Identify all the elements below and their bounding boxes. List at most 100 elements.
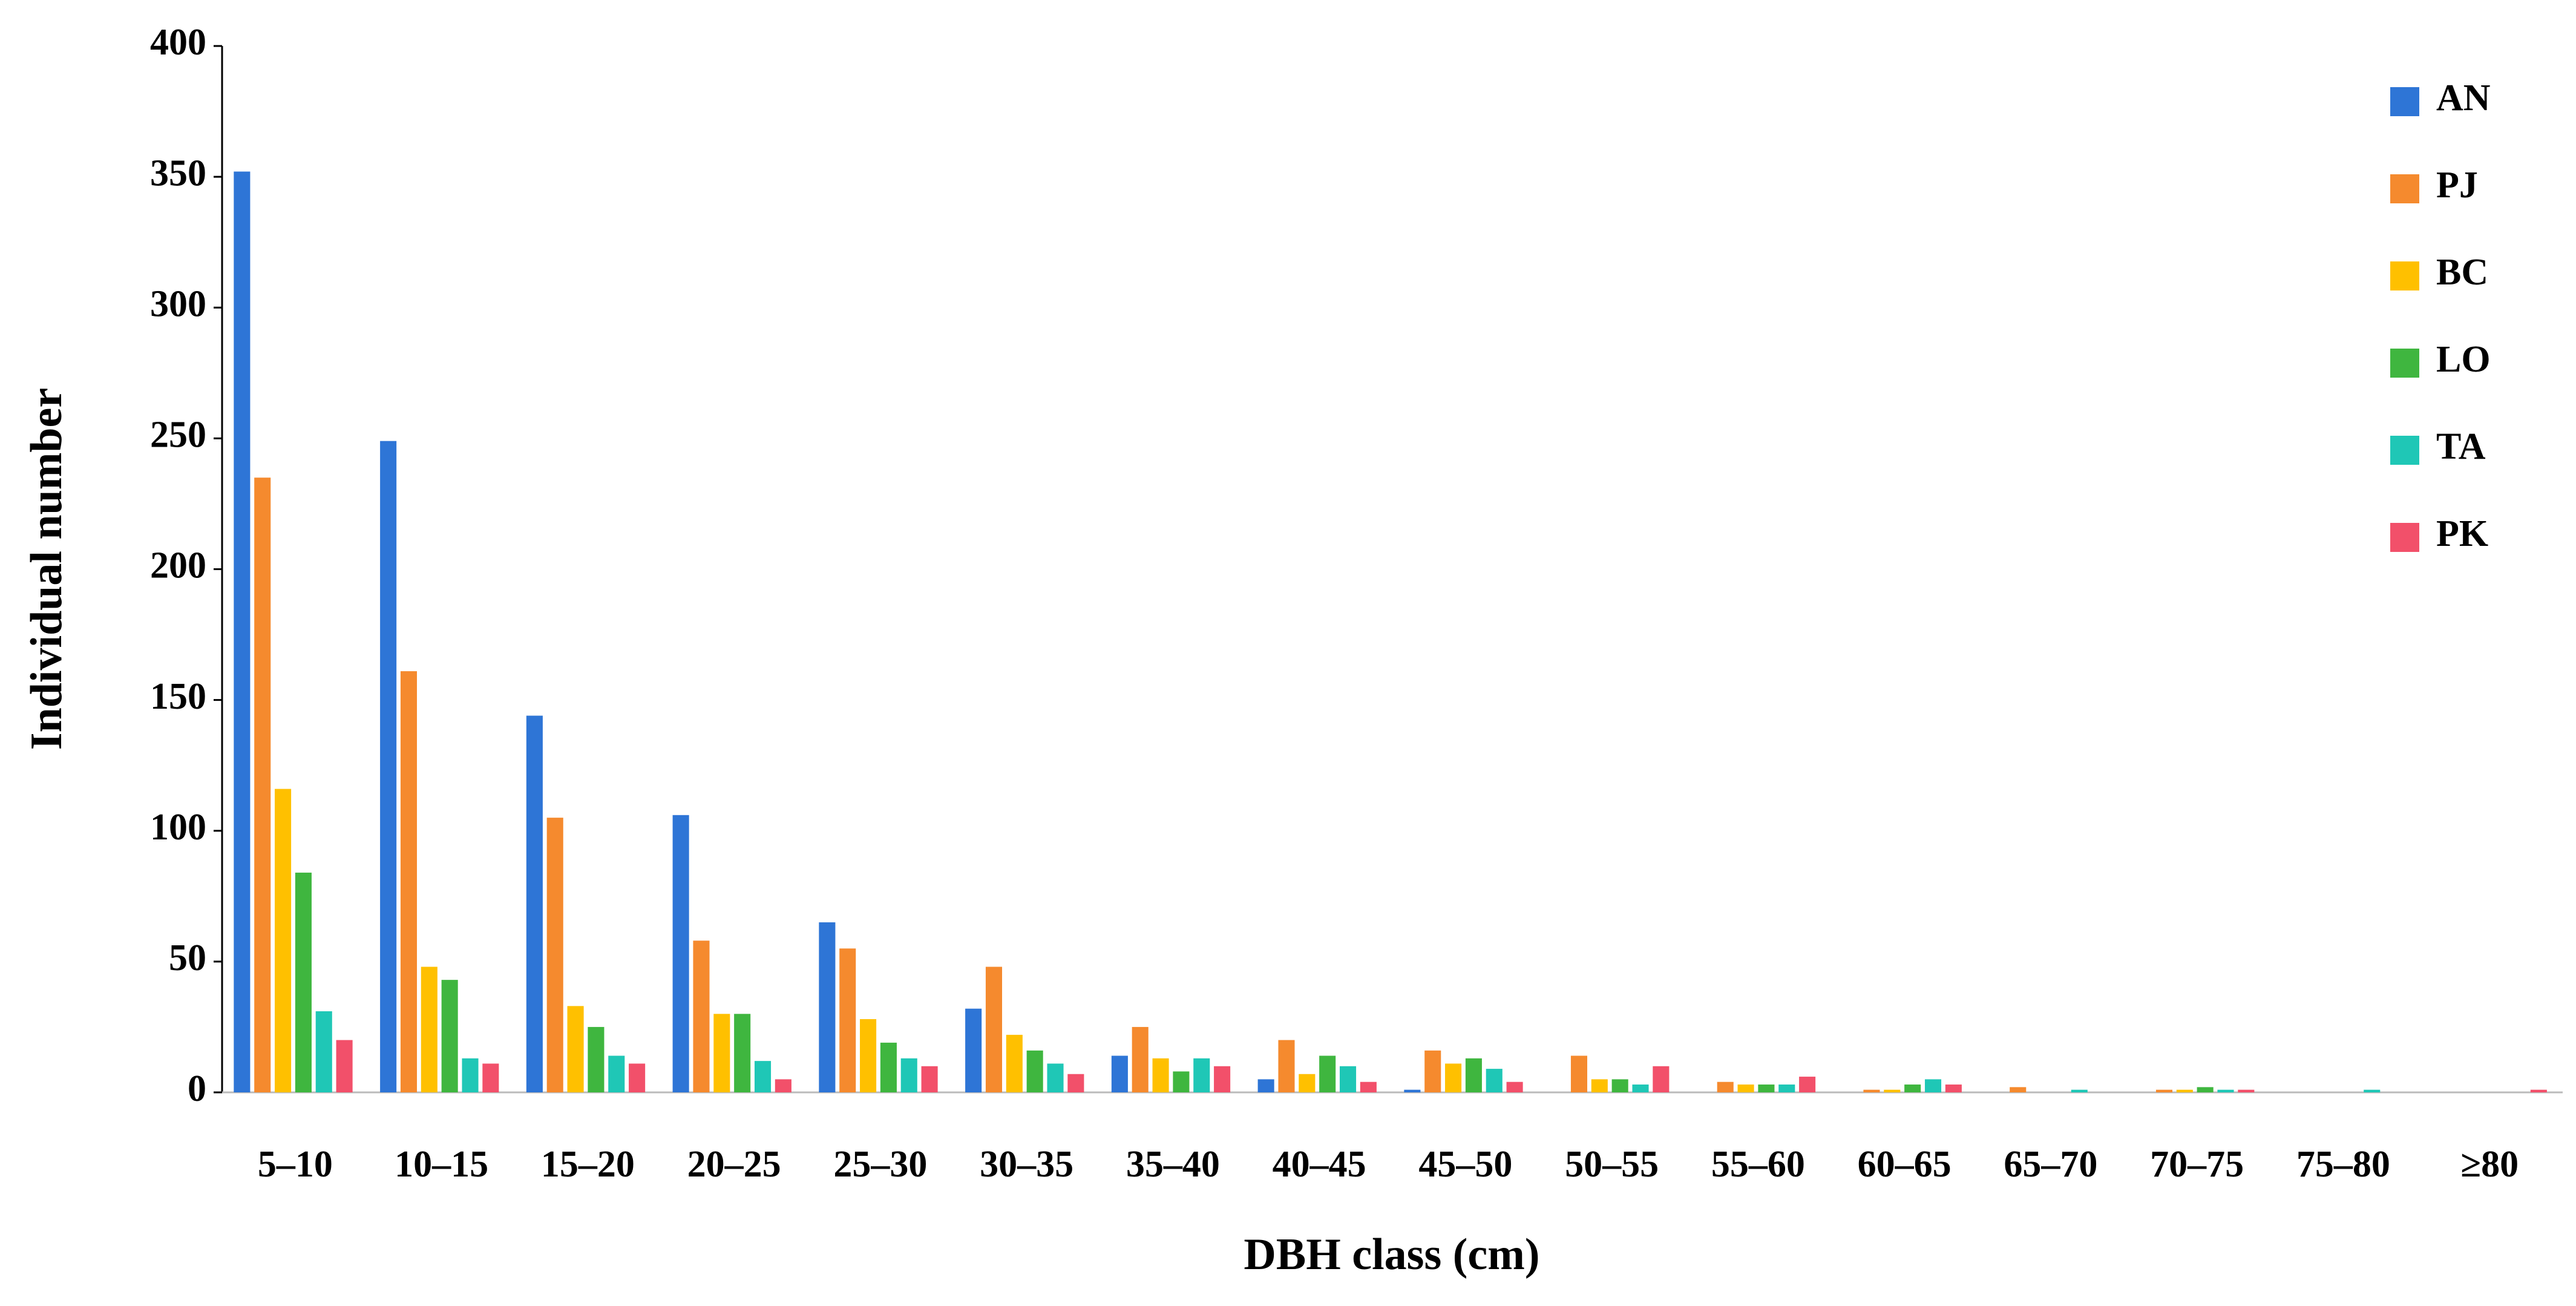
bar <box>921 1066 938 1092</box>
y-tick-label: 0 <box>188 1068 206 1109</box>
y-tick-label: 400 <box>150 22 206 63</box>
bar <box>1653 1066 1670 1092</box>
bar <box>1591 1079 1608 1092</box>
bar <box>1570 1055 1588 1092</box>
bar <box>2071 1089 2088 1092</box>
x-tick-label: 40–45 <box>1273 1144 1366 1185</box>
x-tick-label: 15–20 <box>541 1144 635 1185</box>
bar <box>1758 1085 1775 1092</box>
bar <box>629 1063 646 1092</box>
bar <box>775 1079 791 1092</box>
x-tick-label: 30–35 <box>980 1144 1073 1185</box>
bar <box>1360 1081 1377 1092</box>
bar <box>336 1040 353 1092</box>
bar <box>1904 1085 1921 1092</box>
legend-swatch <box>2390 436 2419 465</box>
bar <box>672 815 689 1092</box>
bar <box>380 441 397 1092</box>
bar <box>1611 1079 1628 1092</box>
y-tick-label: 350 <box>150 153 206 194</box>
legend-label: AN <box>2436 77 2491 119</box>
bar <box>275 789 292 1092</box>
x-axis-title: DBH class (cm) <box>1244 1230 1539 1279</box>
bar <box>985 966 1003 1092</box>
bar <box>2176 1089 2193 1092</box>
bar <box>2530 1089 2547 1092</box>
bar <box>1486 1069 1503 1092</box>
bar <box>1863 1089 1880 1092</box>
bar <box>1173 1071 1190 1092</box>
bar <box>2238 1089 2255 1092</box>
bar <box>1465 1058 1482 1092</box>
bar <box>1506 1081 1523 1092</box>
x-tick-label: 50–55 <box>1565 1144 1659 1185</box>
bar <box>254 477 271 1092</box>
bar <box>1737 1085 1754 1092</box>
bar <box>1884 1089 1901 1092</box>
bar <box>1111 1055 1128 1092</box>
x-tick-label: 35–40 <box>1126 1144 1220 1185</box>
bar <box>1193 1058 1210 1092</box>
bar <box>1214 1066 1231 1092</box>
bar <box>1799 1077 1816 1092</box>
bar <box>880 1042 897 1092</box>
bar <box>1067 1074 1084 1092</box>
bar <box>2217 1089 2234 1092</box>
bar <box>1132 1026 1149 1092</box>
bar <box>1257 1079 1274 1092</box>
bar <box>462 1058 479 1092</box>
bar <box>900 1058 917 1092</box>
legend-label: PJ <box>2436 165 2478 206</box>
x-tick-label: 25–30 <box>833 1144 927 1185</box>
y-tick-label: 300 <box>150 283 206 324</box>
bar <box>482 1063 499 1092</box>
bar <box>1778 1085 1795 1092</box>
legend-label: BC <box>2436 252 2488 293</box>
x-tick-label: 65–70 <box>2004 1144 2097 1185</box>
legend-swatch <box>2390 87 2419 116</box>
bar <box>819 922 836 1092</box>
bar <box>1924 1079 1942 1092</box>
bar <box>588 1026 605 1092</box>
x-tick-label: 55–60 <box>1711 1144 1805 1185</box>
bar <box>546 818 563 1092</box>
bar <box>234 171 251 1093</box>
legend-swatch <box>2390 349 2419 378</box>
bar <box>713 1014 730 1092</box>
x-tick-label: 70–75 <box>2150 1144 2244 1185</box>
bar <box>1445 1063 1462 1092</box>
bar <box>1152 1058 1169 1092</box>
bar <box>1945 1085 1962 1092</box>
x-tick-label: ≥80 <box>2460 1144 2519 1185</box>
bar <box>400 671 418 1092</box>
y-tick-label: 250 <box>150 415 206 456</box>
bar <box>567 1006 584 1092</box>
bar <box>1632 1085 1649 1092</box>
bar <box>1717 1081 1734 1092</box>
y-tick-label: 100 <box>150 807 206 848</box>
bar <box>860 1019 877 1092</box>
legend-label: TA <box>2436 426 2486 467</box>
bar <box>693 940 710 1092</box>
bar <box>1299 1074 1316 1092</box>
bar <box>1047 1063 1064 1092</box>
x-tick-label: 10–15 <box>395 1144 488 1185</box>
legend-label: LO <box>2436 339 2491 380</box>
bar <box>2364 1089 2381 1092</box>
x-tick-label: 20–25 <box>687 1144 781 1185</box>
bar <box>1319 1055 1336 1092</box>
y-tick-label: 200 <box>150 545 206 586</box>
bar <box>1404 1089 1421 1092</box>
x-tick-label: 60–65 <box>1858 1144 1952 1185</box>
legend-swatch <box>2390 261 2419 290</box>
bar <box>608 1055 625 1092</box>
bar <box>754 1061 772 1092</box>
bar <box>734 1014 751 1092</box>
bar <box>441 980 458 1092</box>
bar <box>2155 1089 2173 1092</box>
bar <box>526 715 543 1092</box>
bar <box>965 1008 982 1092</box>
bar <box>1026 1050 1043 1092</box>
bar <box>2197 1087 2214 1092</box>
